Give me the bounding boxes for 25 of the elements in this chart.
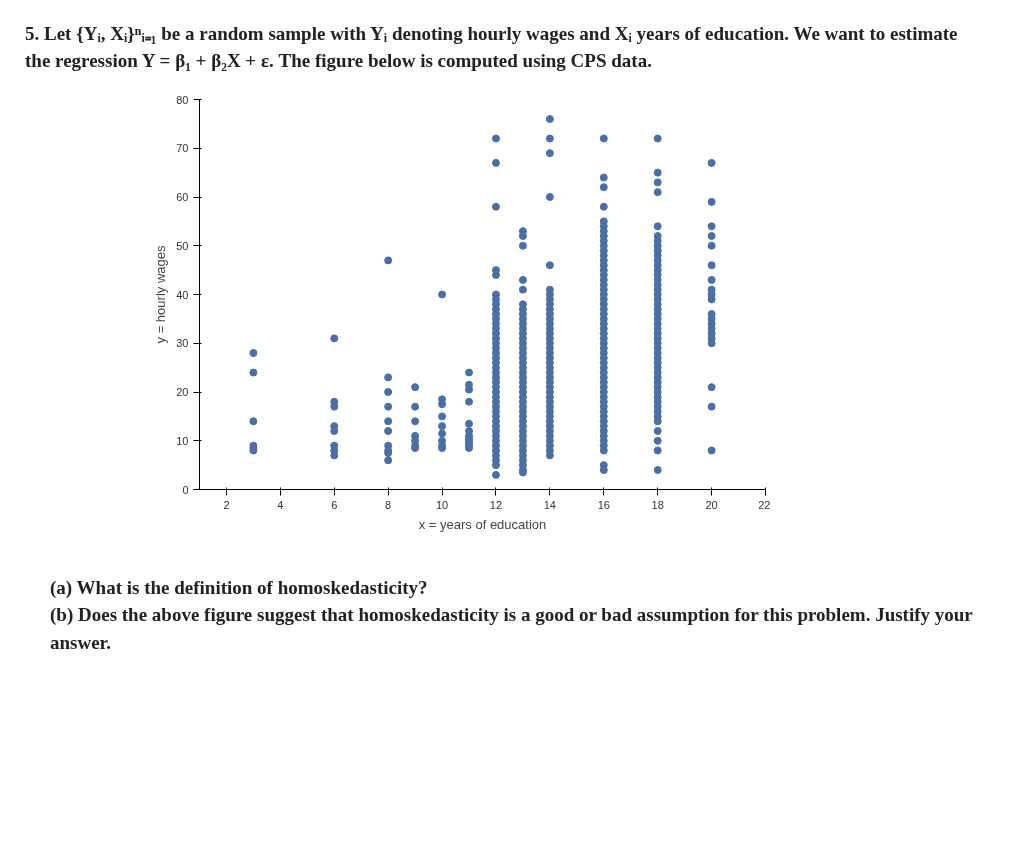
y-tick-label: 40: [176, 288, 189, 301]
y-tick-label: 30: [176, 337, 189, 350]
x-tick-label: 12: [489, 498, 503, 511]
chart-title: 5. Let {Yᵢ, Xᵢ}ⁿᵢ₌₁ be a random sample with Yᵢ denoting hourly wages and Xᵢ years of education. We want to estimate the regression Y = β₁ + β₂X + ε. The figure below is computed using CPS data.: [25, 22, 959, 74]
y-tick-label: 50: [176, 240, 189, 253]
y-tick-label: 20: [176, 386, 189, 399]
x-tick-label: 6: [331, 498, 338, 511]
x-tick-label: 16: [597, 498, 610, 511]
x-tick-label: 18: [651, 498, 664, 511]
y-axis-title: y = hourly wages: [153, 245, 169, 344]
text: (b) Does the above figure suggest that homoskedasticity is a good or bad assumption for this problem. Justify your answer.: [50, 604, 973, 653]
y-tick-label: 10: [176, 435, 189, 448]
y-tick-label: 0: [182, 483, 189, 496]
x-tick-label: 2: [223, 498, 230, 511]
y-tick-label: 80: [176, 93, 189, 106]
y-tick-label: 60: [176, 191, 189, 204]
text: (a) What is the definition of homoskedasticity?: [50, 577, 428, 599]
x-tick-label: 20: [705, 498, 718, 511]
x-tick-label: 10: [435, 498, 449, 511]
x-tick-label: 14: [543, 498, 557, 511]
x-tick-label: 8: [385, 498, 392, 511]
y-tick-label: 70: [176, 142, 189, 155]
x-tick-label: 22: [758, 498, 771, 511]
x-tick-label: 4: [277, 498, 284, 511]
x-axis-title: x = years of education: [418, 516, 547, 532]
